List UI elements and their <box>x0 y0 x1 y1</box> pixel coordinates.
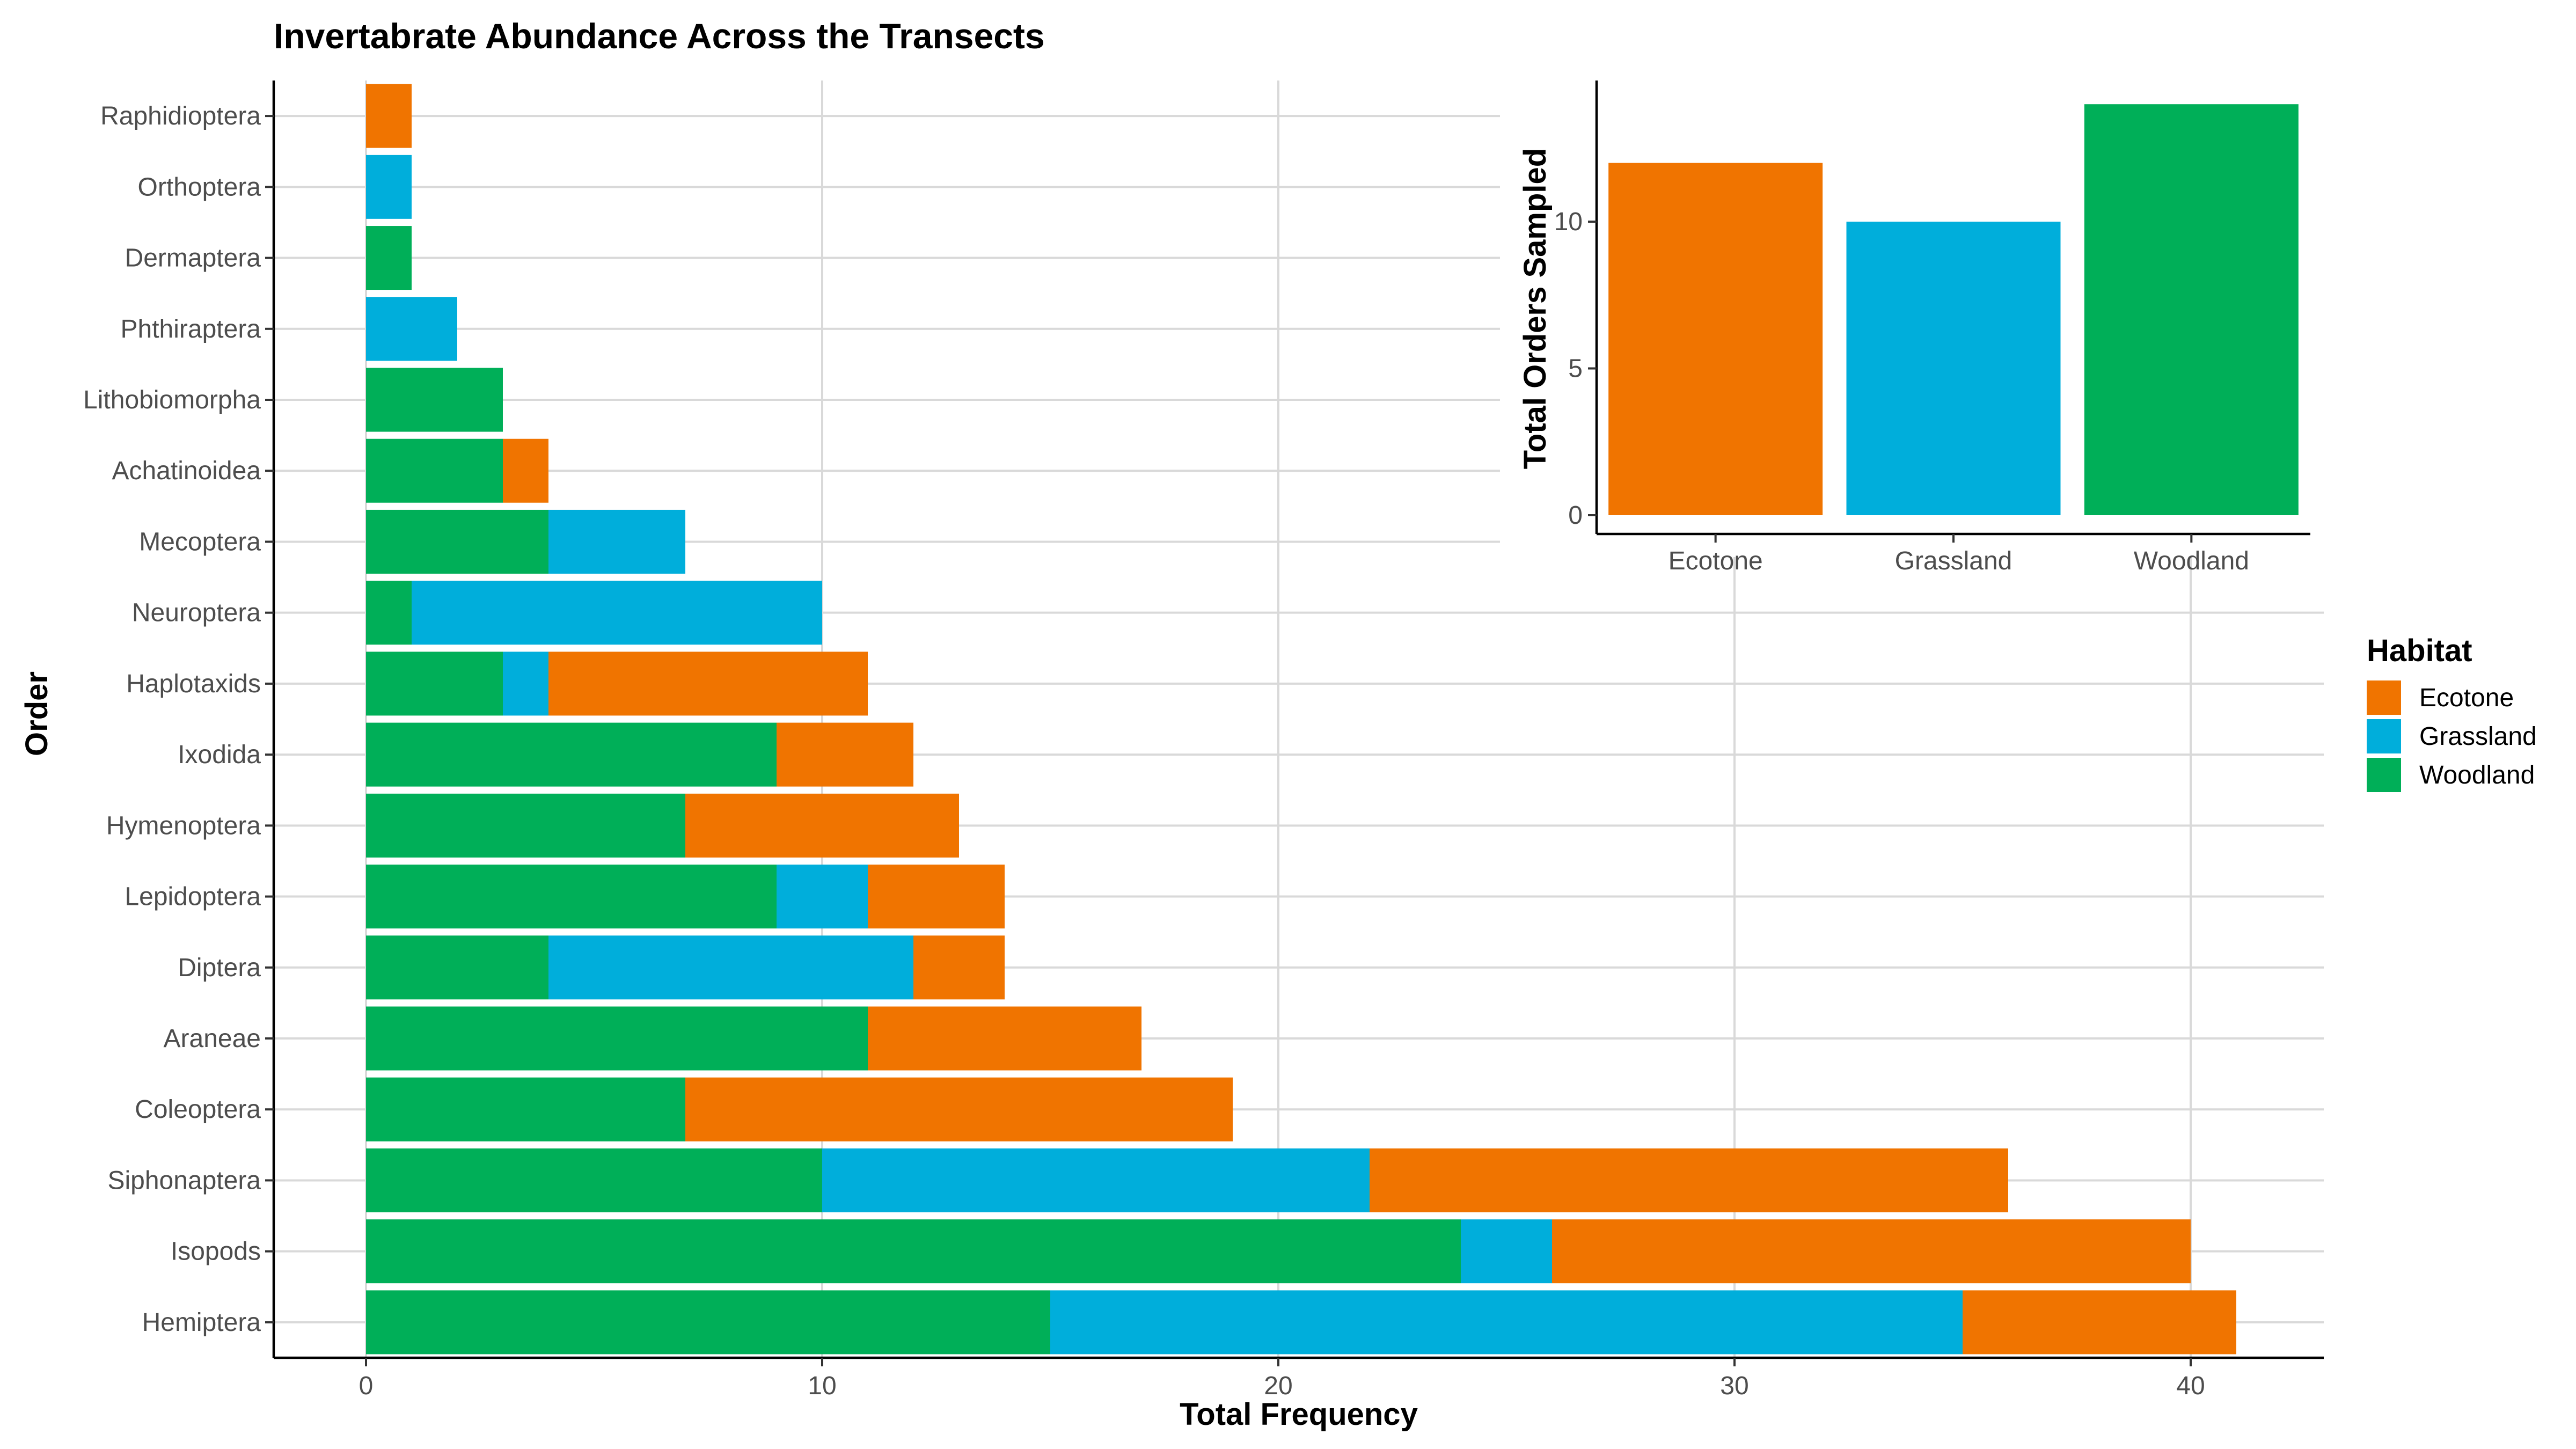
inset-x-tick-label: Ecotone <box>1668 547 1763 575</box>
bar-grassland-diptera <box>548 935 913 1000</box>
y-tick-label: Lithobiomorpha <box>83 386 261 414</box>
inset-bar-grassland <box>1846 222 2061 515</box>
inset-y-tick-label: 5 <box>1568 355 1583 383</box>
y-tick-label: Lepidoptera <box>125 883 261 911</box>
y-tick-label: Isopods <box>171 1238 261 1266</box>
y-tick-label: Haplotaxids <box>126 670 261 698</box>
main-bars <box>366 84 2236 1355</box>
bar-ecotone-haplotaxids <box>548 652 868 716</box>
bar-woodland-hemiptera <box>366 1290 1050 1355</box>
y-tick-label: Achatinoidea <box>112 457 261 485</box>
inset-x-tick-labels: Ecotone Grassland Woodland <box>1668 534 2249 575</box>
legend: Habitat Ecotone Grassland Woodland <box>2367 633 2537 792</box>
bar-grassland-neuroptera <box>412 581 822 645</box>
bar-woodland-araneae <box>366 1006 868 1071</box>
y-tick-label: Mecoptera <box>139 528 261 556</box>
inset-bars <box>1608 104 2299 516</box>
bar-woodland-achatinoidea <box>366 438 503 503</box>
legend-label-grassland: Grassland <box>2419 722 2537 751</box>
y-tick-label: Hymenoptera <box>106 811 261 840</box>
y-tick-label: Hemiptera <box>142 1308 261 1337</box>
y-tick-label: Raphidioptera <box>100 102 261 130</box>
y-tick-label: Neuroptera <box>132 599 261 627</box>
main-y-tick-labels: Raphidioptera Orthoptera Dermaptera Phthira… <box>83 102 274 1337</box>
legend-title: Habitat <box>2367 633 2472 668</box>
y-tick-label: Ixodida <box>178 741 261 769</box>
bar-woodland-diptera <box>366 935 548 1000</box>
y-tick-label: Araneae <box>164 1024 261 1053</box>
bar-ecotone-ixodida <box>777 722 913 787</box>
main-axes <box>272 80 2324 1359</box>
bar-ecotone-isopods <box>1552 1219 2191 1284</box>
y-axis-title: Order <box>19 671 54 756</box>
inset-y-tick-label: 0 <box>1568 501 1583 530</box>
inset-y-axis-title: Total Orders Sampled <box>1518 148 1553 469</box>
bar-ecotone-diptera <box>913 935 1005 1000</box>
legend-swatch-woodland <box>2367 758 2401 792</box>
bar-ecotone-hemiptera <box>1963 1290 2236 1355</box>
legend-swatch-grassland <box>2367 719 2401 753</box>
x-tick-label: 0 <box>359 1372 374 1400</box>
bar-grassland-lepidoptera <box>777 865 868 929</box>
inset-x-tick-label: Grassland <box>1895 547 2012 575</box>
bar-woodland-siphonaptera <box>366 1148 822 1212</box>
y-tick-label: Siphonaptera <box>107 1166 261 1195</box>
bar-ecotone-siphonaptera <box>1370 1148 2008 1212</box>
y-tick-label: Diptera <box>178 954 261 982</box>
bar-woodland-lithobiomorpha <box>366 368 503 432</box>
bar-ecotone-raphidioptera <box>366 84 412 148</box>
x-tick-label: 40 <box>2176 1372 2205 1400</box>
bar-woodland-ixodida <box>366 722 777 787</box>
bar-grassland-phthiraptera <box>366 297 457 361</box>
inset-bar-woodland <box>2084 104 2299 515</box>
bar-woodland-haplotaxids <box>366 652 503 716</box>
bar-ecotone-araneae <box>868 1006 1141 1071</box>
bar-ecotone-coleoptera <box>685 1077 1233 1141</box>
bar-woodland-mecoptera <box>366 509 548 574</box>
legend-items: Ecotone Grassland Woodland <box>2367 680 2537 792</box>
bar-woodland-lepidoptera <box>366 865 777 929</box>
inset-bar-ecotone <box>1608 163 1823 516</box>
bar-ecotone-lepidoptera <box>868 865 1005 929</box>
bar-grassland-mecoptera <box>548 509 685 574</box>
bar-grassland-isopods <box>1461 1219 1552 1284</box>
main-x-tick-labels: 0 10 20 30 40 <box>359 1358 2205 1400</box>
bar-grassland-haplotaxids <box>503 652 548 716</box>
bar-woodland-dermaptera <box>366 226 412 290</box>
inset-y-tick-labels: 0 5 10 <box>1554 208 1597 530</box>
legend-label-woodland: Woodland <box>2419 761 2535 789</box>
bar-grassland-hemiptera <box>1050 1290 1963 1355</box>
inset-chart: 0 5 10 Ecotone Grassland Woodland Total Orde… <box>1500 74 2337 575</box>
bar-woodland-isopods <box>366 1219 1461 1284</box>
x-tick-label: 10 <box>808 1372 836 1400</box>
x-tick-label: 30 <box>1720 1372 1748 1400</box>
y-tick-label: Orthoptera <box>138 173 261 201</box>
bar-grassland-siphonaptera <box>822 1148 1370 1212</box>
inset-y-tick-label: 10 <box>1554 208 1583 236</box>
bar-woodland-coleoptera <box>366 1077 685 1141</box>
bar-grassland-orthoptera <box>366 155 412 219</box>
bar-ecotone-achatinoidea <box>503 438 548 503</box>
y-tick-label: Phthiraptera <box>121 315 261 343</box>
y-tick-label: Dermaptera <box>125 244 261 273</box>
legend-swatch-ecotone <box>2367 680 2401 715</box>
bar-woodland-neuroptera <box>366 581 412 645</box>
inset-x-tick-label: Woodland <box>2134 547 2249 575</box>
chart-title: Invertabrate Abundance Across the Transe… <box>274 16 1045 56</box>
x-axis-title: Total Frequency <box>1180 1397 1418 1432</box>
legend-label-ecotone: Ecotone <box>2419 684 2514 712</box>
x-tick-label: 20 <box>1264 1372 1292 1400</box>
bar-woodland-hymenoptera <box>366 793 685 858</box>
bar-ecotone-hymenoptera <box>685 793 959 858</box>
y-tick-label: Coleoptera <box>135 1095 261 1124</box>
